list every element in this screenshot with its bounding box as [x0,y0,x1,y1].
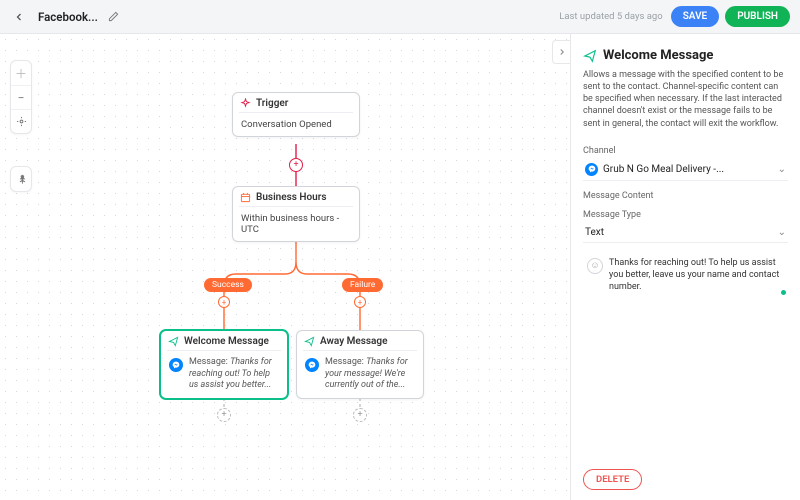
node-away-message[interactable]: Away Message Message: Thanks for your me… [296,330,424,399]
add-step-failure[interactable]: + [354,296,366,308]
trigger-icon [240,98,251,109]
node-message-preview: Message: Thanks for reaching out! To hel… [189,357,279,392]
messenger-icon [169,358,183,372]
save-button[interactable]: SAVE [671,6,720,27]
chevron-down-icon: ⌄ [778,227,786,238]
pan-button[interactable] [11,167,31,191]
node-title: Business Hours [256,192,326,203]
last-updated: Last updated 5 days ago [559,11,662,22]
node-title: Away Message [320,336,388,347]
send-icon [168,336,179,347]
messenger-icon [305,358,319,372]
channel-select[interactable]: Grub N Go Meal Delivery -... ⌄ [583,159,788,181]
node-trigger[interactable]: Trigger Conversation Opened [232,92,360,137]
pan-toolbar [10,166,32,192]
node-message-preview: Message: Thanks for your message! We're … [325,357,415,392]
edit-title-icon[interactable] [106,9,122,25]
canvas[interactable]: ＋ − Trigger C [0,34,570,500]
branch-success-pill: Success [204,278,252,292]
add-step-success[interactable]: + [218,296,230,308]
calendar-icon [240,192,251,203]
send-icon [304,336,315,347]
add-step-button[interactable]: + [289,158,303,172]
zoom-in-button[interactable]: ＋ [11,61,31,85]
send-icon [583,49,597,63]
messenger-icon [585,163,598,176]
node-business-hours[interactable]: Business Hours Within business hours - U… [232,186,360,242]
message-type-select[interactable]: Text ⌄ [583,223,788,243]
collapse-panel-button[interactable] [552,40,570,64]
node-title: Welcome Message [184,336,269,347]
zoom-toolbar: ＋ − [10,60,32,134]
workflow-title: Facebook... [38,10,98,24]
node-body: Within business hours - UTC [233,207,359,241]
message-text-input[interactable]: ☺ Thanks for reaching out! To help us as… [583,251,788,299]
node-body: Conversation Opened [233,113,359,136]
chevron-down-icon: ⌄ [778,164,786,175]
status-dot [781,290,786,295]
add-step-after-welcome[interactable]: + [217,408,231,422]
branch-failure-pill: Failure [342,278,383,292]
node-title: Trigger [256,98,288,109]
zoom-fit-button[interactable] [11,109,31,133]
message-content-label: Message Content [583,191,788,201]
node-welcome-message[interactable]: Welcome Message Message: Thanks for reac… [160,330,288,399]
properties-panel: Welcome Message Allows a message with th… [570,34,800,500]
zoom-out-button[interactable]: − [11,85,31,109]
delete-button[interactable]: DELETE [583,469,642,490]
channel-label: Channel [583,146,788,156]
panel-description: Allows a message with the specified cont… [583,69,788,130]
back-button[interactable] [10,8,28,26]
publish-button[interactable]: PUBLISH [725,6,790,27]
add-step-after-away[interactable]: + [353,408,367,422]
emoji-picker-icon[interactable]: ☺ [587,258,603,274]
panel-title: Welcome Message [583,48,788,63]
message-type-label: Message Type [583,210,788,220]
